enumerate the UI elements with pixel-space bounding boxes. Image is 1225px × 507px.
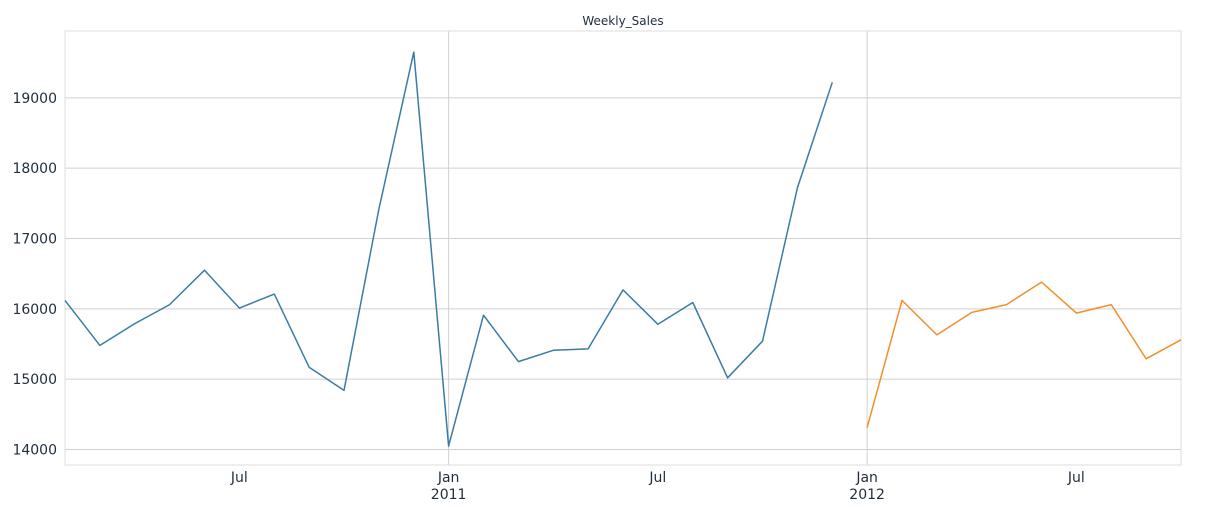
x-tick-label: Jul <box>648 470 666 486</box>
x-tick-year-label: 2011 <box>431 487 467 503</box>
x-tick-label: Jul <box>1067 470 1085 486</box>
grid-lines <box>65 31 1181 465</box>
x-tick-label: Jan <box>855 470 878 486</box>
x-tick-label: Jul <box>230 470 248 486</box>
y-tick-label: 15000 <box>12 372 57 388</box>
y-tick-label: 14000 <box>12 443 57 459</box>
plot-frame <box>64 30 1182 466</box>
x-tick-year-label: 2012 <box>849 487 885 503</box>
series-line-1 <box>64 51 834 447</box>
series-line-2 <box>866 281 1182 428</box>
y-axis: 14000 15000 16000 17000 18000 19000 <box>12 91 57 459</box>
y-tick-label: 18000 <box>12 161 57 177</box>
x-tick-label: Jan <box>437 470 460 486</box>
series-lines <box>64 51 1182 447</box>
y-tick-label: 16000 <box>12 302 57 318</box>
y-tick-label: 17000 <box>12 232 57 248</box>
chart-title: Weekly_Sales <box>582 14 663 28</box>
y-tick-label: 19000 <box>12 91 57 107</box>
